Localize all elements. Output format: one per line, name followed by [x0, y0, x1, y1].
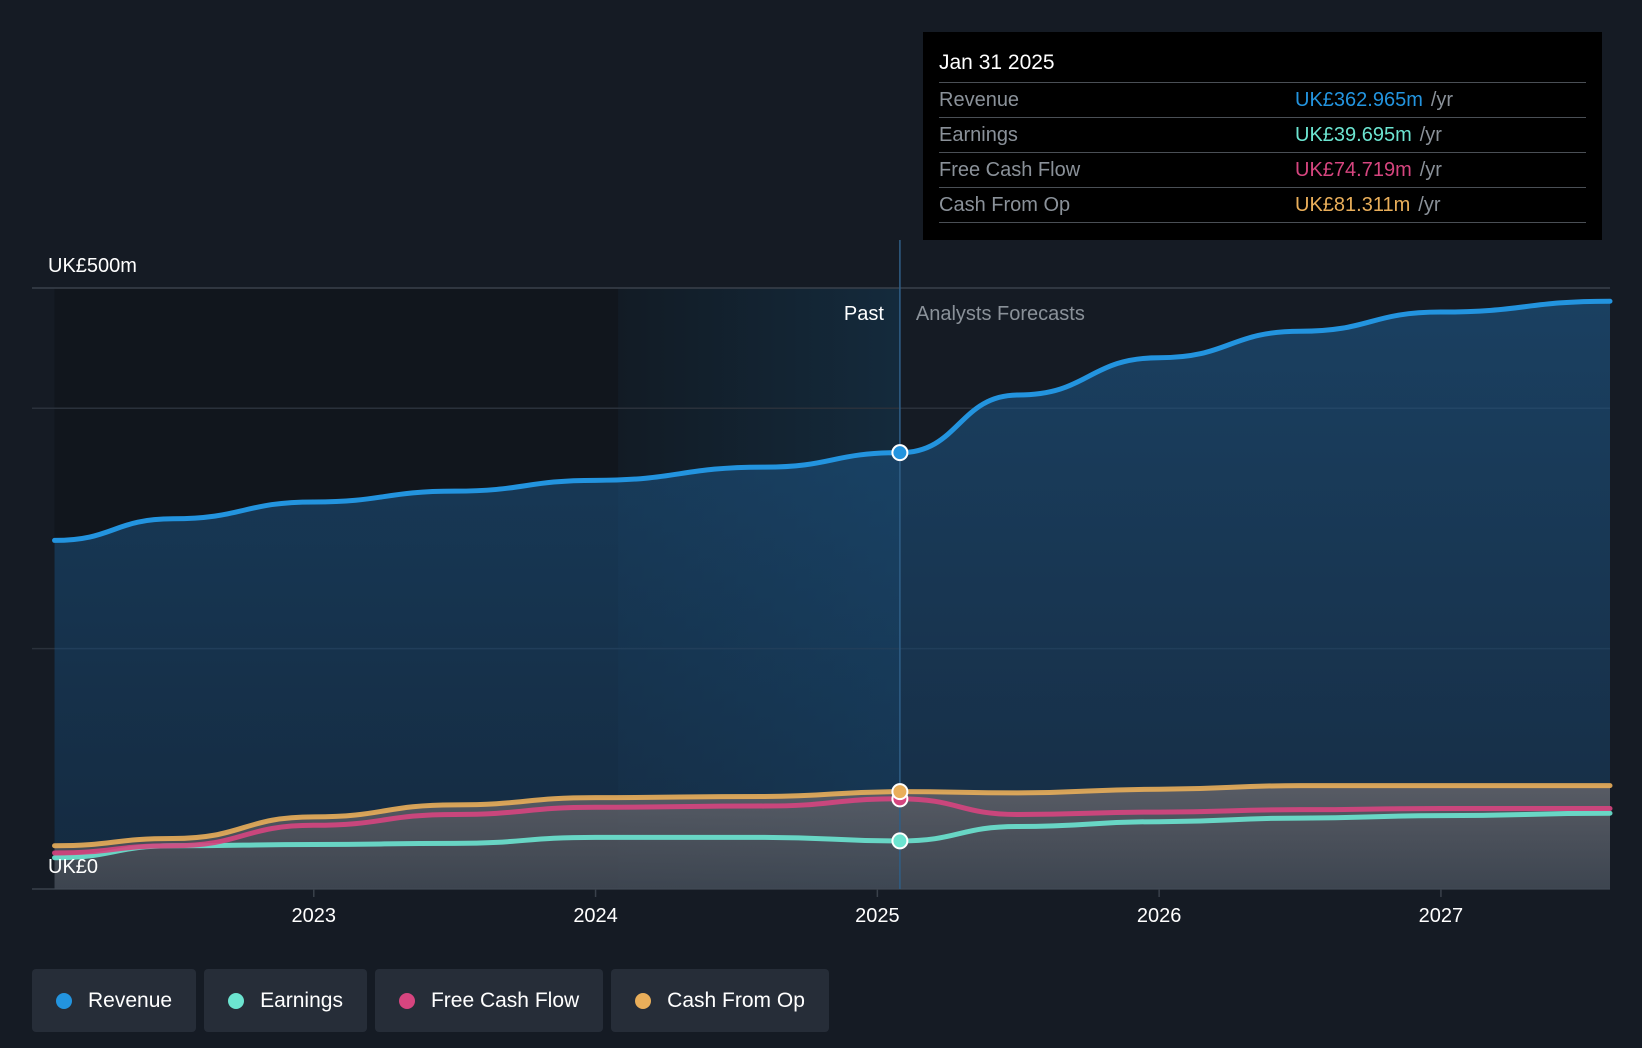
free-cash-flow-line — [52, 796, 1613, 856]
x-tick-label: 2025 — [855, 905, 900, 927]
legend-label: Cash From Op — [667, 988, 805, 1012]
tooltip-row-free-cash-flow: Free Cash Flow UK£74.719m /yr — [939, 153, 1586, 188]
legend-item-earnings[interactable]: Earnings — [204, 969, 367, 1032]
tooltip-unit: /yr — [1419, 124, 1442, 146]
tooltip-row-revenue: Revenue UK£362.965m /yr — [939, 83, 1586, 118]
tooltip-unit: /yr — [1430, 89, 1454, 111]
earnings-dot-icon — [228, 992, 245, 1009]
tooltip-value: UK£74.719m — [1295, 159, 1412, 181]
forecast-zone-label: Analysts Forecasts — [916, 303, 1085, 325]
x-tick-label: 2026 — [1137, 905, 1182, 927]
tooltip-unit: /yr — [1418, 194, 1441, 216]
tooltip-unit: /yr — [1419, 159, 1442, 181]
tooltip-row-earnings: Earnings UK£39.695m /yr — [939, 118, 1586, 153]
x-tick-label: 2027 — [1419, 905, 1464, 927]
past-zone-label: Past — [844, 303, 884, 325]
tooltip-label: Revenue — [939, 89, 1020, 111]
cash-from-op-marker[interactable] — [891, 783, 909, 801]
tooltip-value: UK£39.695m — [1295, 124, 1412, 146]
tooltip-date: Jan 31 2025 — [939, 48, 1586, 83]
revenue-marker[interactable] — [891, 444, 909, 462]
legend-item-cash-from-op[interactable]: Cash From Op — [611, 969, 829, 1032]
legend-item-free-cash-flow[interactable]: Free Cash Flow — [374, 969, 604, 1032]
x-tick-label: 2024 — [573, 905, 618, 927]
tooltip: Jan 31 2025 Revenue UK£362.965m /yr Earn… — [923, 32, 1602, 240]
legend: Revenue Earnings Free Cash Flow Cash Fro… — [32, 969, 829, 1032]
y-axis-bottom-label: UK£0 — [48, 856, 98, 878]
cash-from-op-line — [52, 783, 1613, 849]
earnings-line — [52, 810, 1613, 861]
cash-from-op-dot-icon — [635, 992, 652, 1009]
legend-label: Earnings — [260, 988, 343, 1012]
legend-item-revenue[interactable]: Revenue — [32, 969, 197, 1032]
tooltip-label: Earnings — [939, 124, 1018, 146]
legend-label: Free Cash Flow — [430, 988, 580, 1012]
earnings-marker[interactable] — [891, 832, 909, 850]
free-cash-flow-dot-icon — [398, 992, 415, 1009]
revenue-line — [52, 298, 1613, 543]
revenue-area — [54, 301, 1611, 889]
tooltip-value: UK£81.311m — [1295, 194, 1411, 216]
x-tick-label: 2023 — [292, 905, 337, 927]
y-axis-top-label: UK£500m — [48, 255, 137, 277]
tooltip-value: UK£362.965m — [1295, 89, 1423, 111]
tooltip-row-cash-from-op: Cash From Op UK£81.311m /yr — [939, 188, 1586, 223]
legend-label: Revenue — [88, 988, 173, 1012]
tooltip-label: Cash From Op — [939, 194, 1071, 216]
tooltip-label: Free Cash Flow — [939, 159, 1081, 181]
revenue-dot-icon — [56, 992, 72, 1009]
